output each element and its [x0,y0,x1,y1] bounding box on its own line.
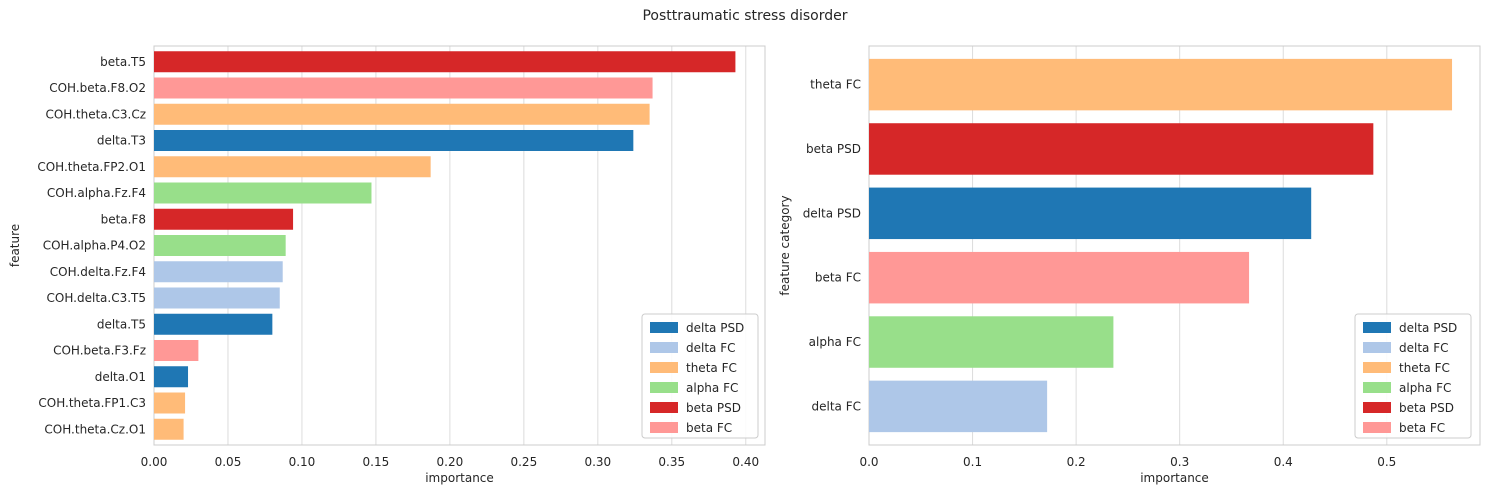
legend-swatch-alpha-fc [650,382,678,393]
feature-importance-chart: beta.T5 COH.beta.F8.O2 COH.theta.C3.Cz delt… [8,45,766,485]
bar-delta-t3 [154,130,634,151]
bar-coh-delta-fz-f4 [154,261,283,283]
x-tick-label: 0.30 [584,455,611,469]
y-tick-label: beta.T5 [100,55,146,69]
x-tick-label: 0.05 [215,455,242,469]
y-tick-label: COH.alpha.Fz.F4 [47,186,146,200]
x-tick-label: 0.3 [1170,455,1189,469]
y-axis-label: feature category [778,195,792,295]
legend-label: delta FC [686,341,736,355]
legend-label: theta FC [1399,361,1450,375]
legend-swatch-beta-fc [1363,422,1391,433]
legend: delta PSD delta FC theta FC alpha FC beta PS… [641,313,759,439]
x-tick-label: 0.2 [1067,455,1086,469]
bar-theta-fc [869,58,1453,111]
legend-swatch-delta-psd [1363,322,1391,333]
bar-beta-fc [869,251,1250,304]
figure-title: Posttraumatic stress disorder [642,8,848,24]
y-tick-label: beta.F8 [101,212,146,226]
legend-label: delta PSD [686,321,744,335]
legend-swatch-delta-fc [1363,342,1391,353]
x-tick-label: 0.40 [732,455,759,469]
y-tick-label: delta FC [812,399,862,413]
bar-coh-alpha-p4-o2 [154,235,286,256]
legend-swatch-beta-psd [1363,402,1391,413]
y-tick-label: alpha FC [809,335,861,349]
x-tick-label: 0.5 [1377,455,1396,469]
y-tick-label: COH.delta.C3.T5 [47,291,146,305]
bar-beta-f8 [154,208,294,230]
x-tick-label: 0.35 [658,455,685,469]
y-tick-label: COH.theta.C3.Cz [45,107,146,121]
bar-delta-t5 [154,313,273,335]
y-tick-label: delta PSD [803,206,861,220]
legend-swatch-alpha-fc [1363,382,1391,393]
legend-swatch-beta-psd [650,402,678,413]
y-tick-label: beta FC [815,271,861,285]
x-tick-label: 0.15 [363,455,390,469]
x-axis-label: importance [1140,471,1209,485]
bar-coh-theta-cz-o1 [154,418,184,440]
x-tick-label: 0.25 [510,455,537,469]
legend-swatch-beta-fc [650,422,678,433]
y-tick-label: COH.theta.FP1.C3 [38,396,146,410]
x-tick-label: 0.1 [963,455,982,469]
legend-label: alpha FC [1399,381,1451,395]
bar-alpha-fc [869,316,1114,368]
legend-label: theta FC [686,361,737,375]
y-tick-label: delta.T3 [97,134,146,148]
x-tick-label: 0.10 [289,455,316,469]
y-tick-label: delta.O1 [95,370,146,384]
y-tick-label: delta.T5 [97,317,146,331]
bar-coh-beta-f3-fz [154,340,199,361]
x-tick-label: 0.20 [437,455,464,469]
x-tick-label: 0.00 [141,455,168,469]
y-tick-label: theta FC [810,78,861,92]
bar-delta-fc [869,380,1048,433]
legend-label: beta FC [1399,421,1445,435]
legend-swatch-delta-psd [650,322,678,333]
plot-frame [868,45,1481,446]
legend-swatch-theta-fc [650,362,678,373]
legend-label: beta PSD [1399,401,1454,415]
legend-swatch-theta-fc [1363,362,1391,373]
bar-coh-delta-c3-t5 [154,287,280,309]
legend-label: delta PSD [1399,321,1457,335]
bar-coh-theta-fp2-o1 [154,156,431,178]
y-tick-label: COH.beta.F3.Fz [53,344,146,358]
y-tick-label: COH.alpha.P4.O2 [43,239,146,253]
bar-coh-theta-fp1-c3 [154,392,186,414]
y-axis-label: feature [8,224,22,267]
y-tick-label: beta PSD [806,142,861,156]
y-tick-label: COH.delta.Fz.F4 [50,265,146,279]
legend-label: delta FC [1399,341,1449,355]
legend: delta PSD delta FC theta FC alpha FC beta PS… [1354,313,1472,439]
category-importance-chart: theta FC beta PSD delta PSD beta FC alpha FC… [778,45,1481,485]
y-tick-label: COH.theta.Cz.O1 [44,422,146,436]
bar-coh-theta-c3-cz [154,103,650,125]
bar-delta-psd [869,187,1312,240]
legend-label: beta PSD [686,401,741,415]
x-axis-label: importance [425,471,494,485]
bar-coh-beta-f8-o2 [154,77,653,99]
y-tick-label: COH.theta.FP2.O1 [37,160,146,174]
legend-swatch-delta-fc [650,342,678,353]
legend-label: beta FC [686,421,732,435]
bar-delta-o1 [154,366,189,388]
bar-coh-alpha-fz-f4 [154,182,372,204]
y-tick-label: COH.beta.F8.O2 [49,81,146,95]
bar-beta-t5 [154,51,736,73]
x-tick-label: 0.4 [1274,455,1293,469]
x-tick-label: 0.0 [859,455,878,469]
bar-beta-psd [869,123,1374,175]
legend-label: alpha FC [686,381,738,395]
